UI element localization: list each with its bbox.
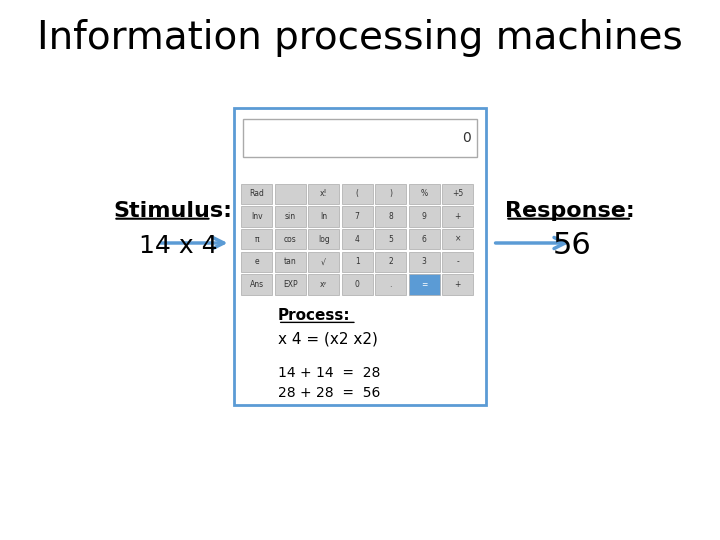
- Text: Ans: Ans: [250, 280, 264, 289]
- Text: log: log: [318, 235, 330, 244]
- FancyBboxPatch shape: [342, 206, 373, 227]
- Text: (: (: [356, 190, 359, 198]
- FancyBboxPatch shape: [409, 229, 440, 249]
- Text: ln: ln: [320, 212, 327, 221]
- Text: -: -: [456, 258, 459, 266]
- FancyBboxPatch shape: [241, 274, 272, 295]
- Text: +5: +5: [452, 190, 463, 198]
- Text: Response:: Response:: [505, 200, 635, 221]
- FancyBboxPatch shape: [241, 184, 272, 204]
- Text: %: %: [420, 190, 428, 198]
- Text: .: .: [390, 280, 392, 289]
- FancyBboxPatch shape: [308, 252, 339, 272]
- Text: Process:: Process:: [278, 308, 351, 323]
- Text: =: =: [421, 280, 428, 289]
- FancyBboxPatch shape: [409, 206, 440, 227]
- Text: tan: tan: [284, 258, 297, 266]
- FancyBboxPatch shape: [409, 252, 440, 272]
- Text: x!: x!: [320, 190, 328, 198]
- FancyBboxPatch shape: [274, 184, 305, 204]
- FancyBboxPatch shape: [308, 274, 339, 295]
- Text: +: +: [454, 280, 461, 289]
- Text: ×: ×: [454, 235, 461, 244]
- Text: 0: 0: [462, 131, 471, 145]
- Text: 1: 1: [355, 258, 359, 266]
- FancyBboxPatch shape: [233, 108, 487, 405]
- FancyBboxPatch shape: [342, 252, 373, 272]
- Text: 14 + 14  =  28: 14 + 14 = 28: [278, 366, 380, 380]
- FancyBboxPatch shape: [274, 229, 305, 249]
- Text: √: √: [321, 258, 326, 266]
- FancyBboxPatch shape: [375, 184, 406, 204]
- Text: EXP: EXP: [283, 280, 297, 289]
- Text: 8: 8: [388, 212, 393, 221]
- Text: 6: 6: [422, 235, 427, 244]
- Text: 3: 3: [422, 258, 427, 266]
- Text: Stimulus:: Stimulus:: [114, 200, 233, 221]
- FancyBboxPatch shape: [375, 229, 406, 249]
- Text: x 4 = (x2 x2): x 4 = (x2 x2): [278, 332, 378, 347]
- FancyBboxPatch shape: [442, 206, 473, 227]
- Text: Rad: Rad: [249, 190, 264, 198]
- Text: 28 + 28  =  56: 28 + 28 = 56: [278, 386, 380, 400]
- Text: sin: sin: [284, 212, 296, 221]
- Text: Inv: Inv: [251, 212, 262, 221]
- Text: ): ): [390, 190, 392, 198]
- FancyBboxPatch shape: [375, 252, 406, 272]
- FancyBboxPatch shape: [274, 274, 305, 295]
- Text: 0: 0: [355, 280, 359, 289]
- FancyBboxPatch shape: [442, 274, 473, 295]
- Text: Information processing machines: Information processing machines: [37, 19, 683, 57]
- FancyBboxPatch shape: [241, 206, 272, 227]
- FancyBboxPatch shape: [308, 206, 339, 227]
- Text: 4: 4: [355, 235, 359, 244]
- Text: xʸ: xʸ: [320, 280, 328, 289]
- FancyBboxPatch shape: [308, 229, 339, 249]
- FancyBboxPatch shape: [442, 184, 473, 204]
- FancyBboxPatch shape: [375, 274, 406, 295]
- Text: 56: 56: [553, 231, 592, 260]
- Text: +: +: [454, 212, 461, 221]
- FancyBboxPatch shape: [409, 184, 440, 204]
- Text: 7: 7: [355, 212, 359, 221]
- Text: 5: 5: [388, 235, 393, 244]
- FancyBboxPatch shape: [409, 274, 440, 295]
- Text: cos: cos: [284, 235, 297, 244]
- FancyBboxPatch shape: [442, 252, 473, 272]
- FancyBboxPatch shape: [274, 252, 305, 272]
- FancyBboxPatch shape: [241, 252, 272, 272]
- FancyBboxPatch shape: [243, 119, 477, 157]
- Text: 14 x 4: 14 x 4: [139, 234, 217, 258]
- FancyBboxPatch shape: [375, 206, 406, 227]
- Text: e: e: [254, 258, 259, 266]
- FancyBboxPatch shape: [241, 229, 272, 249]
- FancyBboxPatch shape: [274, 206, 305, 227]
- FancyBboxPatch shape: [342, 184, 373, 204]
- FancyBboxPatch shape: [442, 229, 473, 249]
- FancyBboxPatch shape: [342, 274, 373, 295]
- Text: 2: 2: [388, 258, 393, 266]
- Text: 9: 9: [422, 212, 427, 221]
- FancyBboxPatch shape: [342, 229, 373, 249]
- FancyBboxPatch shape: [308, 184, 339, 204]
- Text: π: π: [254, 235, 259, 244]
